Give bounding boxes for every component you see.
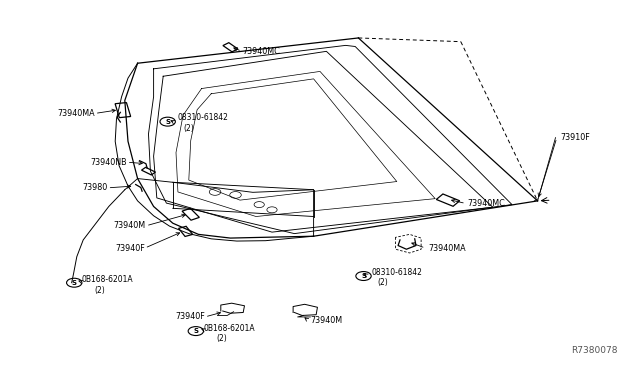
- Text: 73940MA: 73940MA: [429, 244, 467, 253]
- Text: 73940F: 73940F: [175, 312, 205, 321]
- Text: (2): (2): [216, 334, 227, 343]
- Text: S: S: [361, 273, 366, 279]
- Text: R7380078: R7380078: [571, 346, 618, 355]
- Text: (2): (2): [378, 278, 388, 287]
- Text: 73940M: 73940M: [114, 221, 146, 230]
- Text: 73980: 73980: [83, 183, 108, 192]
- Text: 08310-61842: 08310-61842: [178, 113, 228, 122]
- Text: 73940MC: 73940MC: [467, 199, 505, 208]
- Text: S: S: [72, 280, 77, 286]
- Text: 73940NB: 73940NB: [90, 158, 127, 167]
- Text: 0B168-6201A: 0B168-6201A: [204, 324, 255, 333]
- Text: 0B168-6201A: 0B168-6201A: [82, 275, 134, 284]
- Text: 08310-61842: 08310-61842: [371, 268, 422, 277]
- Text: S: S: [165, 119, 170, 125]
- Text: 73940MC: 73940MC: [242, 47, 280, 56]
- Text: 73940F: 73940F: [115, 244, 145, 253]
- Text: 73940MA: 73940MA: [57, 109, 95, 118]
- Text: (2): (2): [183, 124, 194, 133]
- Text: 73940M: 73940M: [310, 316, 342, 325]
- Text: (2): (2): [95, 286, 106, 295]
- Text: S: S: [193, 328, 198, 334]
- Text: 73910F: 73910F: [560, 133, 589, 142]
